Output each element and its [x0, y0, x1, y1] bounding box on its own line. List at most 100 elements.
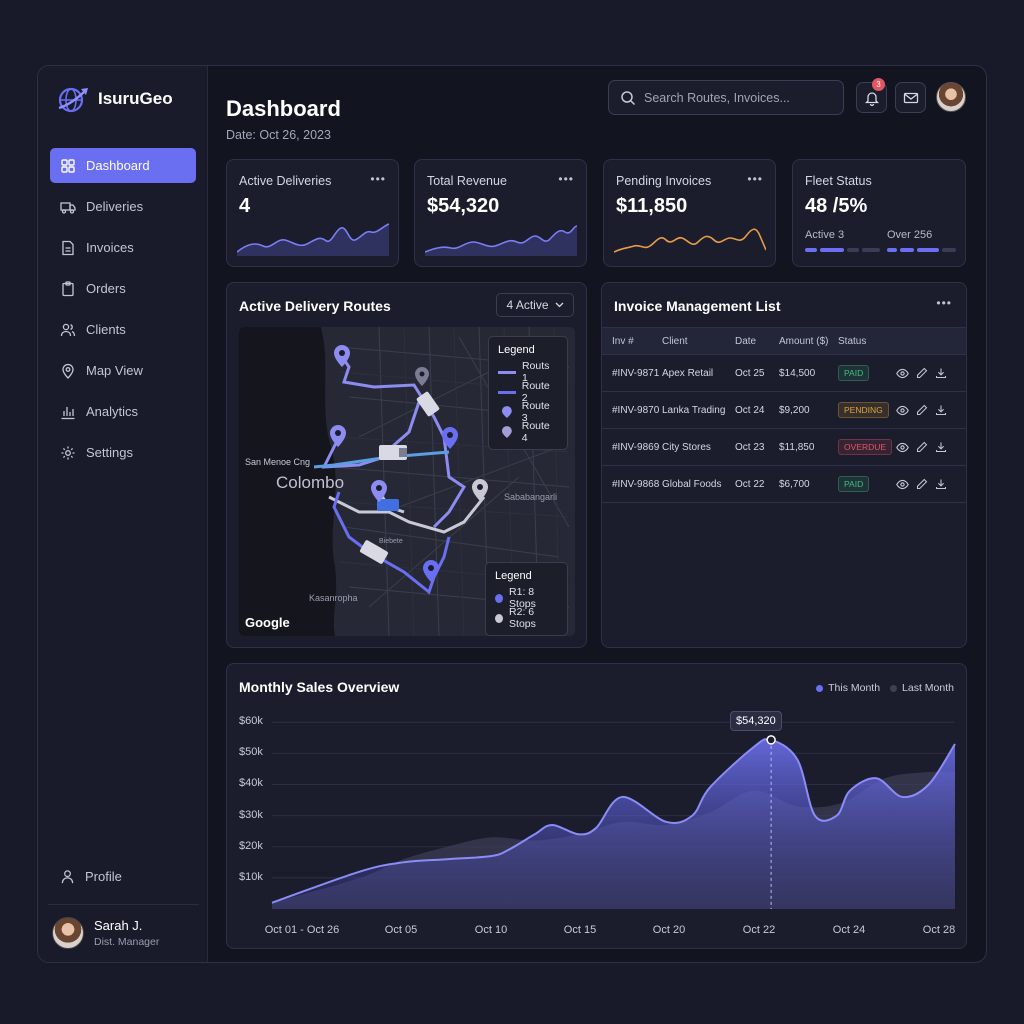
data-point-marker[interactable]	[766, 735, 776, 745]
y-tick-label: $60k	[239, 715, 263, 728]
sidebar-item-invoices[interactable]: Invoices	[50, 230, 196, 265]
map-area-label: Kasanrophа	[309, 593, 358, 603]
sidebar-item-label: Map View	[86, 363, 143, 378]
edit-icon[interactable]	[916, 404, 928, 416]
cell-date: Oct 23	[735, 428, 779, 466]
delivery-truck-icon[interactable]	[359, 539, 389, 564]
map-pin-icon[interactable]	[442, 427, 458, 449]
map-pin-icon[interactable]	[472, 479, 488, 501]
routes-panel: Active Delivery Routes 4 Active	[226, 282, 587, 648]
user-avatar-button[interactable]	[936, 82, 966, 112]
map-pin-icon[interactable]	[423, 560, 439, 582]
cell-client: Apex Retail	[662, 354, 735, 392]
status-badge: PENDING	[838, 402, 889, 418]
table-row[interactable]: #INV-9870 Lanka Trading Oct 24 $9,200 PENDIN…	[602, 391, 966, 429]
sidebar-item-label: Deliveries	[86, 199, 144, 214]
edit-icon[interactable]	[916, 441, 928, 453]
search-input[interactable]	[644, 90, 834, 105]
eye-icon[interactable]	[896, 404, 909, 417]
chart-tooltip: $54,320	[730, 711, 782, 731]
map-pin-icon	[501, 406, 512, 418]
y-tick-label: $30k	[239, 808, 263, 821]
dropdown-value: 4 Active	[506, 298, 549, 312]
column-header[interactable]: Date	[735, 327, 779, 355]
x-tick-label: Oct 05	[384, 924, 418, 936]
x-tick-label: Oct 15	[563, 924, 597, 936]
column-header[interactable]: Inv #	[602, 327, 662, 355]
legend-item-last-month[interactable]: Last Month	[890, 682, 954, 694]
notifications-button[interactable]: 3	[856, 78, 887, 113]
download-icon[interactable]	[935, 367, 947, 379]
column-header-actions	[896, 327, 966, 355]
more-icon[interactable]: •••	[936, 296, 952, 310]
stat-value: $11,850	[616, 195, 688, 217]
table-row[interactable]: #INV-9869 City Stores Oct 23 $11,850 OVERDUE	[602, 428, 966, 466]
sidebar: IsuruGeo Dashboard Deliveries Invoices O…	[38, 66, 208, 962]
mail-icon	[903, 92, 918, 103]
sidebar-item-deliveries[interactable]: Deliveries	[50, 189, 196, 224]
delivery-truck-icon[interactable]	[379, 445, 407, 460]
legend-title: Legend	[495, 570, 532, 582]
delivery-truck-icon[interactable]	[416, 391, 440, 417]
sidebar-item-label: Dashboard	[86, 158, 150, 173]
table-row[interactable]: #INV-9868 Global Foods Oct 22 $6,700 PAID	[602, 465, 966, 503]
more-icon[interactable]: •••	[747, 172, 763, 186]
map-pin-icon[interactable]	[330, 425, 346, 447]
user-icon	[61, 870, 74, 884]
legend-item-this-month[interactable]: This Month	[816, 682, 880, 694]
column-header[interactable]: Status	[838, 327, 896, 355]
cell-status: PAID	[838, 465, 896, 503]
cell-invoice-number: #INV-9870	[602, 391, 662, 429]
sidebar-item-profile[interactable]: Profile	[60, 869, 122, 884]
eye-icon[interactable]	[896, 441, 909, 454]
fleet-over-label: Over 256	[887, 229, 933, 241]
routes-filter-dropdown[interactable]: 4 Active	[496, 293, 574, 317]
table-row[interactable]: #INV-9871 Apex Retail Oct 25 $14,500 PAID	[602, 354, 966, 392]
map-pin-icon[interactable]	[415, 367, 429, 386]
download-icon[interactable]	[935, 404, 947, 416]
y-tick-label: $10k	[239, 870, 263, 883]
download-icon[interactable]	[935, 441, 947, 453]
user-card[interactable]: Sarah J. Dist. Manager	[52, 917, 159, 949]
sidebar-item-settings[interactable]: Settings	[50, 435, 196, 470]
edit-icon[interactable]	[916, 478, 928, 490]
sidebar-item-dashboard[interactable]: Dashboard	[50, 148, 196, 183]
map-pin-icon[interactable]	[371, 480, 387, 502]
delivery-truck-icon[interactable]	[377, 499, 399, 511]
edit-icon[interactable]	[916, 367, 928, 379]
download-icon[interactable]	[935, 478, 947, 490]
cell-amount: $9,200	[779, 391, 838, 429]
legend-title: Legend	[498, 344, 535, 356]
sidebar-item-map-view[interactable]: Map View	[50, 353, 196, 388]
messages-button[interactable]	[895, 82, 926, 113]
map-attribution: Google	[245, 615, 290, 630]
cell-amount: $14,500	[779, 354, 838, 392]
sidebar-item-clients[interactable]: Clients	[50, 312, 196, 347]
route-map[interactable]: San Menoe Cng Colombo Sababangarli Kasan…	[239, 327, 575, 636]
user-name: Sarah J.	[94, 918, 143, 933]
cell-amount: $11,850	[779, 428, 838, 466]
column-header[interactable]: Client	[662, 327, 735, 355]
stat-card-active-deliveries: Active Deliveries ••• 4	[226, 159, 399, 267]
bell-icon	[864, 91, 879, 106]
fleet-active-bar	[805, 248, 880, 252]
x-tick-label: Oct 10	[474, 924, 508, 936]
legend-item: Routs 1	[498, 360, 558, 384]
search-box[interactable]	[608, 80, 844, 115]
gear-icon	[61, 446, 75, 459]
status-badge: OVERDUE	[838, 439, 893, 455]
eye-icon[interactable]	[896, 367, 909, 380]
more-icon[interactable]: •••	[558, 172, 574, 186]
sidebar-item-orders[interactable]: Orders	[50, 271, 196, 306]
map-pin-icon[interactable]	[334, 345, 350, 367]
x-tick-label: Oct 24	[832, 924, 866, 936]
sidebar-item-analytics[interactable]: Analytics	[50, 394, 196, 429]
eye-icon[interactable]	[896, 478, 909, 491]
more-icon[interactable]: •••	[370, 172, 386, 186]
sales-area-chart[interactable]	[227, 664, 968, 950]
series-area-this-month	[272, 739, 955, 909]
brand-logo[interactable]: IsuruGeo	[56, 84, 173, 114]
invoice-table: Inv # Client Date Amount ($) Status #INV…	[602, 327, 966, 503]
stat-card-total-revenue: Total Revenue ••• $54,320	[414, 159, 587, 267]
column-header[interactable]: Amount ($)	[779, 327, 838, 355]
